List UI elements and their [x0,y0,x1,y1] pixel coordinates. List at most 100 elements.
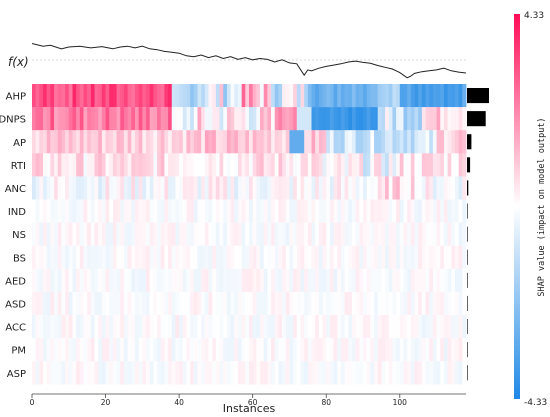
heatmap-cell [267,338,272,362]
heatmap-cell [429,176,434,200]
heatmap-cell [388,222,393,246]
heatmap-cell [68,84,73,108]
heatmap-cell [348,222,353,246]
heatmap-cell [197,315,202,339]
heatmap-cell [127,245,132,269]
heatmap-cell [260,361,265,385]
heatmap-cell [212,291,217,316]
heatmap-cell [304,222,309,246]
heatmap-cell [293,130,298,154]
heatmap-cell [282,245,287,269]
heatmap-cell [267,107,272,131]
heatmap-cell [381,153,386,177]
heatmap-cell [68,361,73,385]
heatmap-cell [164,245,169,269]
heatmap-cell [462,107,467,131]
heatmap-cell [403,153,408,177]
heatmap-cell [300,84,305,108]
heatmap-cell [68,153,73,177]
heatmap-cell [57,222,62,246]
heatmap-cell [54,338,59,362]
heatmap-cell [396,291,401,316]
heatmap-cell [337,176,342,200]
heatmap-cell [160,199,165,223]
heatmap-cell [215,199,220,223]
heatmap-cell [149,315,154,339]
heatmap-cell [370,107,375,131]
heatmap-cell [377,361,382,385]
heatmap-cell [399,291,404,316]
heatmap-cell [32,153,37,177]
heatmap-cell [149,153,154,177]
heatmap-cell [72,199,77,223]
heatmap-cell [157,199,162,223]
heatmap-cell [237,268,243,293]
importance-bar [467,203,468,219]
heatmap-cell [57,245,62,269]
heatmap-cell [282,130,287,154]
heatmap-cell [425,361,430,385]
importance-bar [467,295,468,311]
heatmap-cell [142,315,147,339]
heatmap-cell [149,268,154,293]
heatmap-cell [98,222,103,246]
heatmap-cell [123,199,129,223]
heatmap-cell [351,153,357,177]
heatmap-cell [366,199,371,223]
importance-bar [467,226,468,242]
heatmap-cell [134,107,140,131]
heatmap-cell [90,361,95,385]
heatmap-cell [355,107,360,131]
heatmap-cell [385,268,390,293]
heatmap-cell [98,199,103,223]
heatmap-cell [149,338,154,362]
heatmap-cell [212,176,217,200]
heatmap-cell [318,153,323,177]
heatmap-cell [101,107,106,131]
heatmap-cell [105,176,110,200]
heatmap-cell [182,361,187,385]
heatmap-cell [223,338,228,362]
heatmap-cell [462,222,467,246]
heatmap-cell [278,245,283,269]
heatmap-cell [87,199,92,223]
heatmap-cell [237,199,243,223]
heatmap-cell [458,222,463,246]
x-tick-label: 80 [321,398,331,407]
heatmap-cell [43,84,48,108]
heatmap-cell [223,130,228,154]
heatmap-cell [388,268,393,293]
heatmap-cell [131,291,136,316]
heatmap-cell [274,107,279,131]
heatmap-cell [146,84,151,108]
heatmap-cell [57,153,62,177]
heatmap-cell [197,361,202,385]
heatmap-cell [329,84,334,108]
heatmap-cell [160,222,165,246]
heatmap-cell [230,176,235,200]
x-tick-label: 20 [101,398,111,407]
heatmap-cell [377,84,382,108]
heatmap-cell [142,84,147,108]
heatmap-cell [381,222,386,246]
heatmap-cell [127,291,132,316]
heatmap-cell [175,315,180,339]
heatmap-cell [46,176,51,200]
heatmap-cell [157,291,162,316]
heatmap-cell [392,338,397,362]
heatmap-cell [72,153,77,177]
heatmap-cell [219,130,224,154]
heatmap-cell [443,268,449,293]
heatmap-cell [399,338,404,362]
heatmap-cell [212,130,217,154]
heatmap-cell [278,361,283,385]
heatmap-cell [315,222,320,246]
heatmap-cell [385,130,390,154]
heatmap-cell [443,222,449,246]
heatmap-cell [109,361,114,385]
heatmap-cell [418,176,423,200]
heatmap-cell [138,268,143,293]
heatmap-cell [120,199,125,223]
heatmap-cell [458,361,463,385]
heatmap-cell [186,361,191,385]
